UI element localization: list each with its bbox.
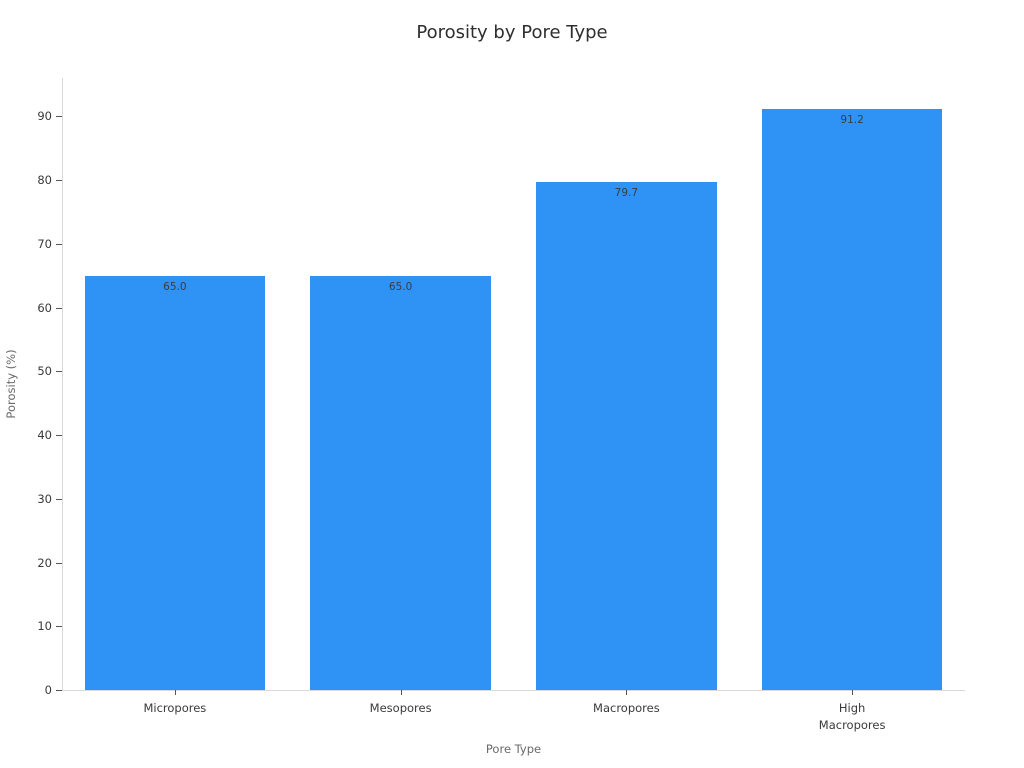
- y-tick-label: 90: [37, 109, 52, 124]
- y-tick-label: 0: [44, 683, 52, 697]
- x-tick-mark: [400, 690, 402, 695]
- y-tick-mark: [56, 371, 62, 373]
- y-tick-mark: [56, 116, 62, 118]
- y-tick-mark: [56, 562, 62, 564]
- y-tick-mark: [56, 243, 62, 245]
- bar-value-label: 91.2: [840, 113, 864, 126]
- chart-title: Porosity by Pore Type: [416, 22, 608, 43]
- bar-value-label: 65.0: [163, 280, 187, 293]
- x-tick-mark: [852, 690, 854, 695]
- y-tick-label: 70: [37, 236, 52, 251]
- y-tick-mark: [56, 307, 62, 309]
- x-tick-label: Mesopores: [369, 701, 432, 715]
- x-tick-label: Micropores: [143, 701, 207, 715]
- y-tick-label: 30: [37, 491, 52, 506]
- x-tick-mark: [626, 690, 628, 695]
- bar-mesopores: [310, 275, 491, 690]
- x-axis-line: [62, 690, 965, 691]
- y-tick-mark: [56, 435, 62, 436]
- y-axis-line: [62, 78, 63, 690]
- x-tick-label: Macropores: [593, 701, 660, 715]
- x-tick-mark: [174, 690, 176, 695]
- y-tick-mark: [56, 626, 62, 628]
- y-tick-label: 80: [37, 173, 52, 187]
- y-axis-label: Porosity (%): [4, 349, 18, 419]
- y-tick-mark: [56, 180, 62, 181]
- bar-micropores: [84, 275, 266, 690]
- y-tick-mark: [56, 690, 62, 691]
- plot-area: 0 10 20 30 40 50 60 70 80 90 65.0 Micropores 65.0 Mes…: [37, 78, 965, 732]
- bar-macropores: [536, 181, 717, 690]
- y-tick-label: 40: [37, 428, 52, 442]
- x-axis-label: Pore Type: [485, 742, 542, 756]
- y-tick-label: 60: [37, 300, 52, 315]
- bar-value-label: 65.0: [388, 280, 413, 293]
- y-tick-mark: [56, 498, 62, 500]
- y-tick-label: 20: [37, 555, 52, 570]
- y-tick-label: 10: [37, 619, 52, 634]
- y-tick-label: 50: [37, 364, 52, 379]
- x-tick-label: High Macropores: [818, 701, 886, 732]
- bar-high-macropores: [761, 108, 943, 690]
- bar-value-label: 79.7: [614, 186, 639, 199]
